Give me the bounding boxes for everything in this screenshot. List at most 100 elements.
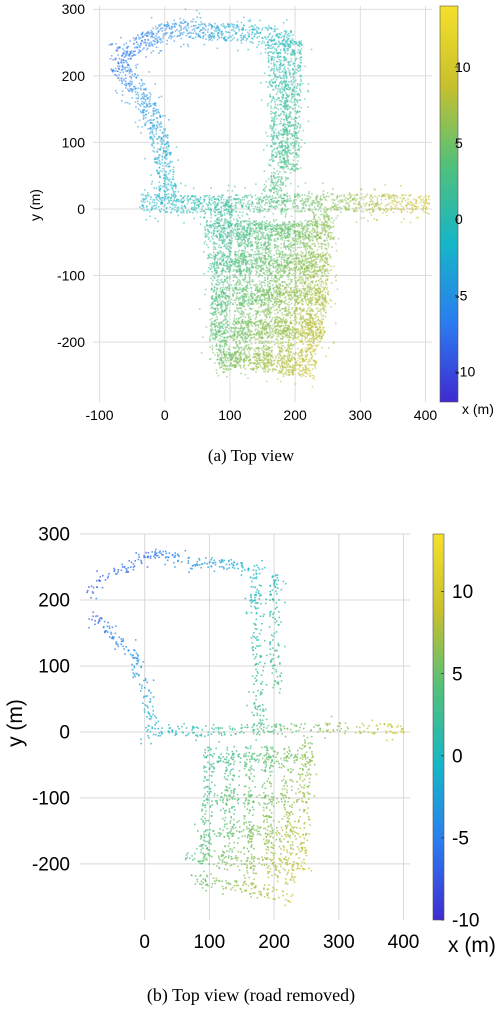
point <box>286 100 289 102</box>
point <box>175 23 178 26</box>
point <box>285 123 288 126</box>
point <box>293 65 296 67</box>
point <box>222 251 225 254</box>
point <box>115 49 117 52</box>
point <box>220 250 222 253</box>
point <box>251 31 253 34</box>
point <box>278 85 280 88</box>
point <box>194 201 197 204</box>
point <box>244 194 246 197</box>
point <box>220 233 223 236</box>
point <box>217 252 219 254</box>
point <box>295 85 298 88</box>
point <box>146 105 148 108</box>
point <box>120 60 123 62</box>
point <box>286 134 288 136</box>
point <box>130 69 132 71</box>
point <box>371 208 374 211</box>
point <box>289 72 291 75</box>
point <box>236 360 238 363</box>
point <box>165 142 168 144</box>
point <box>268 45 271 47</box>
point <box>283 34 286 37</box>
point <box>221 325 223 328</box>
point <box>145 114 147 116</box>
point <box>281 90 283 93</box>
point <box>210 204 212 206</box>
point <box>259 204 262 207</box>
point <box>151 180 154 183</box>
point <box>155 46 158 48</box>
point <box>234 341 237 344</box>
point <box>148 45 150 47</box>
point <box>257 357 260 360</box>
point <box>237 38 239 41</box>
point <box>243 242 246 244</box>
point <box>152 204 155 207</box>
point <box>296 100 298 103</box>
point <box>190 207 193 210</box>
point <box>224 315 227 318</box>
point <box>152 103 154 105</box>
point <box>239 313 242 315</box>
point <box>354 210 356 213</box>
point <box>213 267 216 270</box>
point <box>170 151 172 154</box>
point <box>278 32 280 35</box>
point <box>272 155 275 157</box>
point <box>134 73 136 75</box>
point <box>278 59 281 61</box>
point <box>238 28 240 30</box>
point <box>153 36 155 38</box>
point <box>298 116 301 118</box>
point <box>263 348 265 351</box>
point <box>276 76 279 79</box>
point <box>207 24 210 27</box>
point <box>224 270 226 273</box>
point <box>373 206 376 208</box>
point <box>270 327 273 329</box>
point <box>134 101 137 103</box>
point <box>224 339 227 342</box>
point <box>278 74 281 77</box>
point <box>214 209 217 211</box>
point <box>398 208 401 211</box>
point <box>301 207 304 209</box>
point <box>270 225 272 228</box>
point <box>265 246 267 248</box>
point <box>247 287 249 290</box>
point <box>280 118 283 120</box>
point <box>249 18 252 21</box>
point <box>162 182 165 185</box>
point <box>272 175 275 178</box>
point <box>270 101 272 103</box>
point <box>299 88 301 90</box>
point <box>291 165 294 168</box>
point <box>364 196 366 199</box>
point <box>270 259 272 261</box>
point <box>407 203 409 206</box>
point <box>162 168 164 170</box>
point <box>214 362 216 364</box>
point <box>280 62 282 65</box>
point <box>158 38 161 41</box>
point <box>285 117 287 119</box>
point <box>224 341 227 344</box>
point <box>255 328 257 330</box>
point <box>276 147 278 150</box>
point <box>258 350 260 353</box>
point <box>298 42 300 44</box>
point <box>249 318 251 321</box>
point <box>222 242 225 244</box>
point <box>280 197 283 199</box>
point <box>238 299 240 301</box>
point <box>428 198 430 200</box>
point <box>290 98 293 101</box>
point <box>223 214 226 216</box>
point <box>187 26 190 29</box>
point <box>155 161 158 164</box>
point <box>140 78 143 81</box>
point <box>198 23 200 26</box>
point <box>264 293 267 296</box>
point <box>287 167 289 170</box>
